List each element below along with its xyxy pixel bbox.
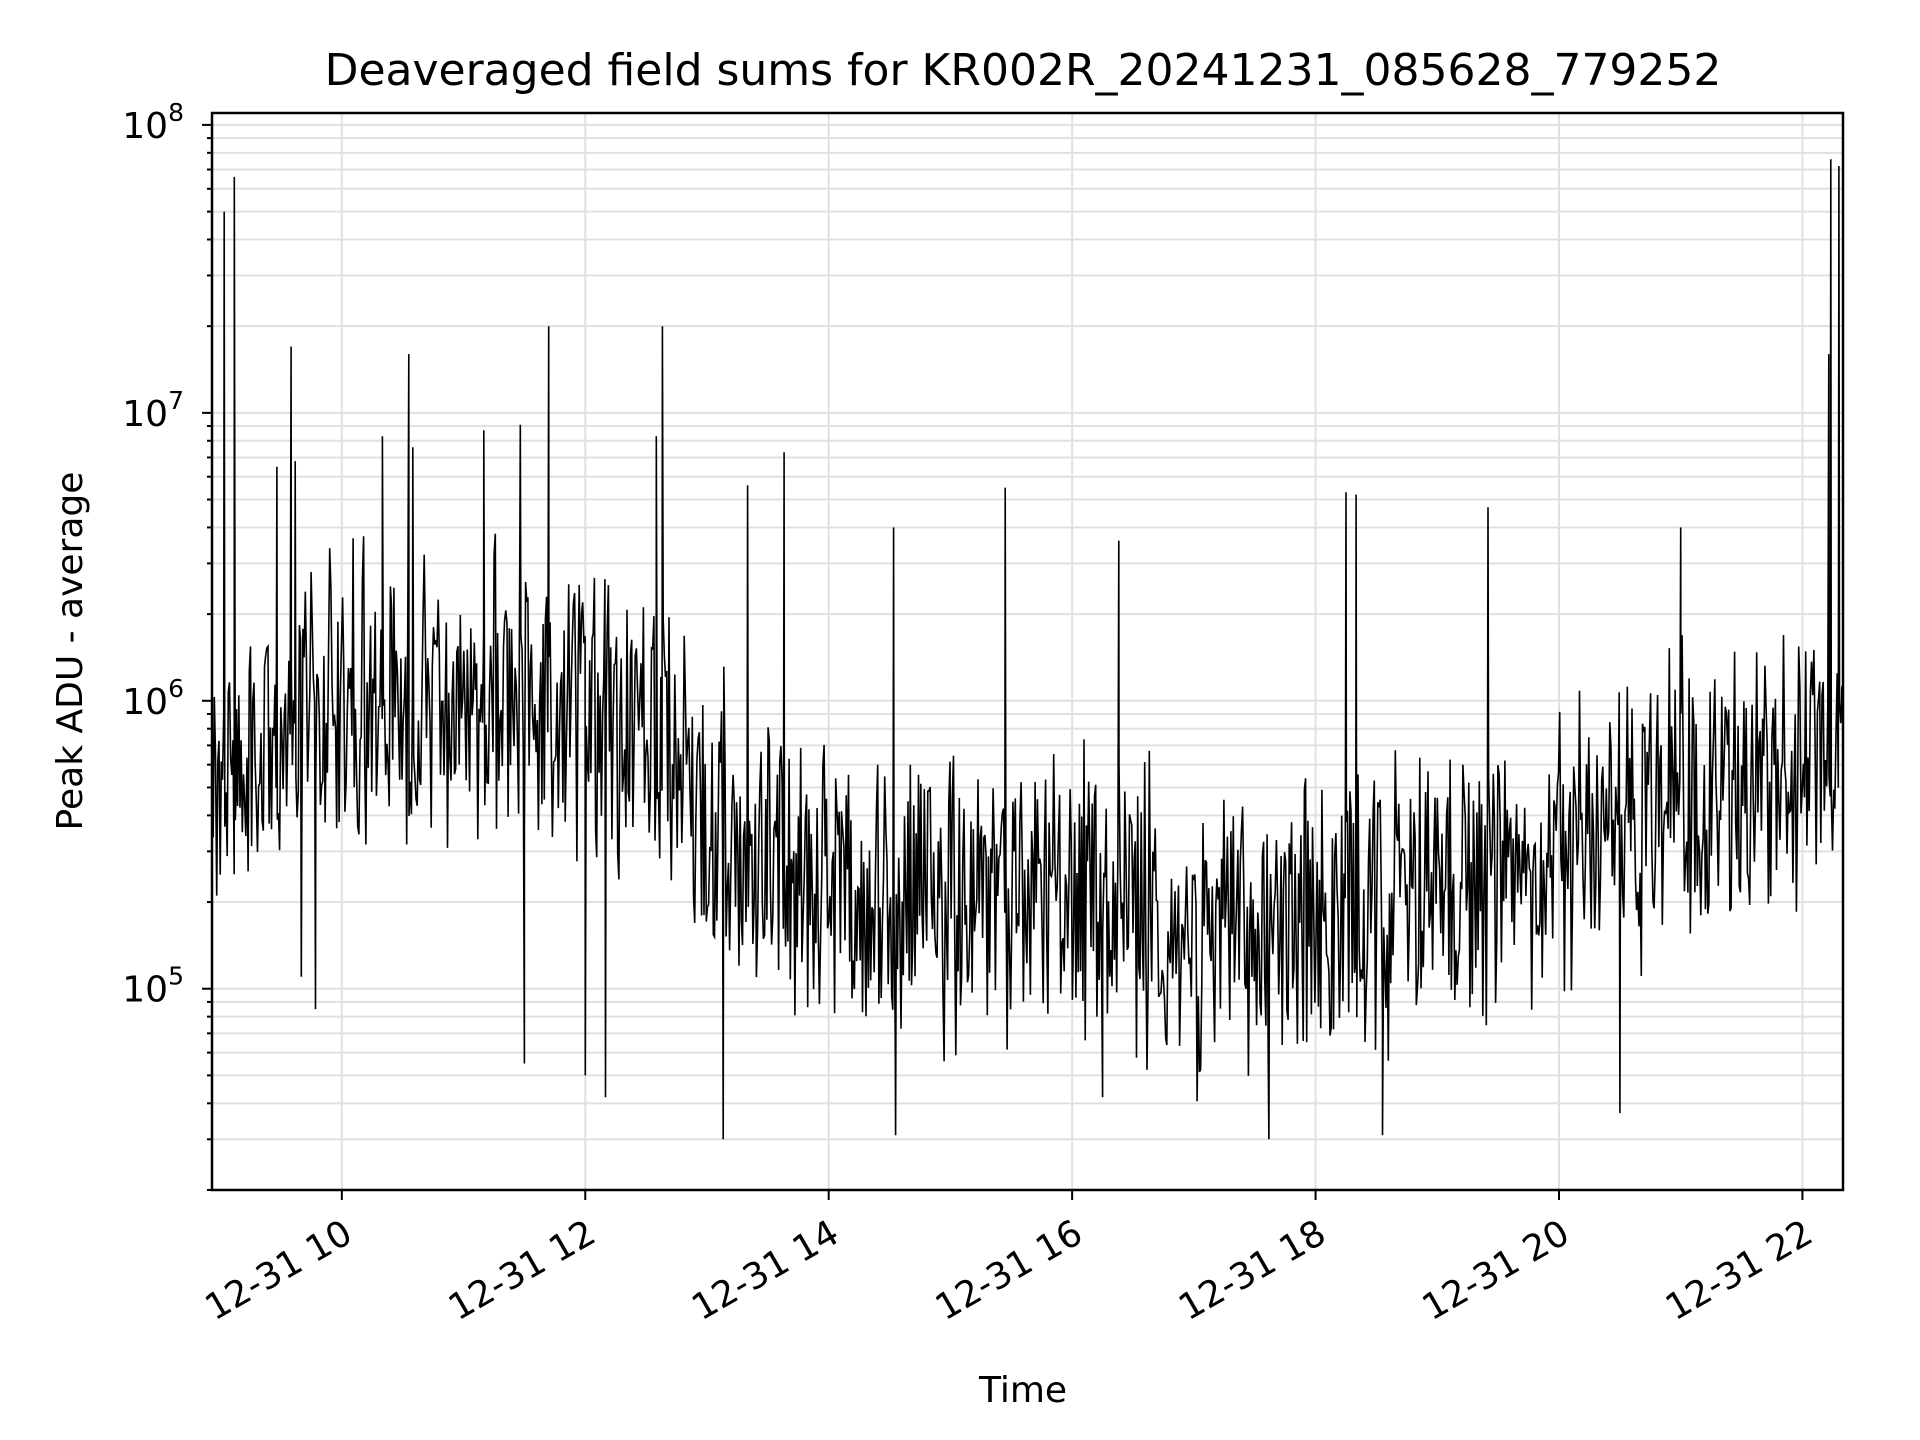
data-series-line xyxy=(211,159,1844,1140)
chart-title: Deaveraged field sums for KR002R_2024123… xyxy=(325,45,1722,96)
y-tick-label: 105 xyxy=(122,962,184,1011)
y-axis: 105 106 107 108 xyxy=(122,98,212,1191)
y-tick-label: 107 xyxy=(122,386,184,435)
y-tick-label: 106 xyxy=(122,674,184,723)
y-axis-label: Peak ADU - average xyxy=(50,472,91,831)
plot-frame xyxy=(210,111,1845,1192)
data-layer xyxy=(211,159,1844,1140)
y-tick-label: 108 xyxy=(122,98,184,147)
x-axis-label: Time xyxy=(978,1370,1067,1411)
plot-area xyxy=(210,111,1845,1192)
